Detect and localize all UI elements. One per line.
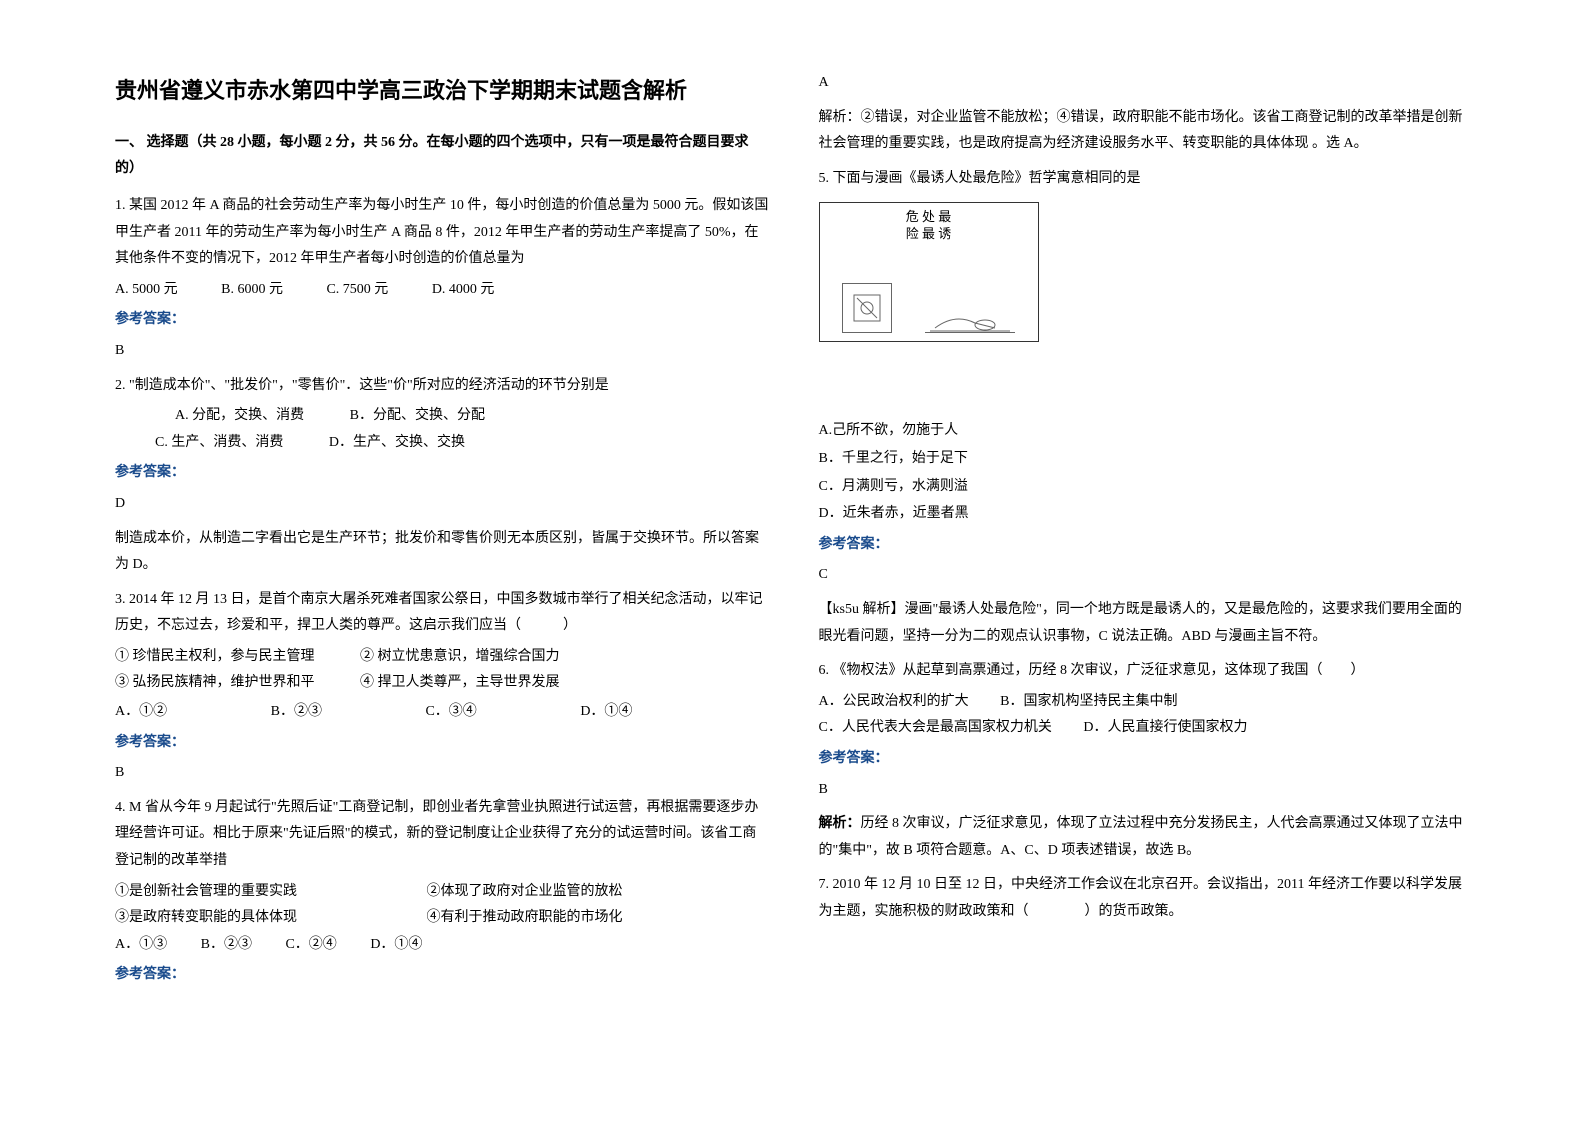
q5-answer: C xyxy=(819,562,1473,589)
q2-line1: A. 分配，交换、消费 B．分配、交换、分配 xyxy=(115,403,769,430)
question-1: 1. 某国 2012 年 A 商品的社会劳动生产率为每小时生产 10 件，每小时… xyxy=(115,193,769,273)
q6-explain-label: 解析： xyxy=(819,816,861,831)
q1-options: A. 5000 元 B. 6000 元 C. 7500 元 D. 4000 元 xyxy=(115,277,769,304)
q4-opt-c: C．②④ xyxy=(285,932,336,959)
q4-opt-a: A．①③ xyxy=(115,932,167,959)
q5-opt-d: D．近朱者赤，近墨者黑 xyxy=(819,501,1473,528)
page-title: 贵州省遵义市赤水第四中学高三政治下学期期末试题含解析 xyxy=(115,70,769,112)
q4-o4: ④有利于推动政府职能的市场化 xyxy=(427,910,623,925)
q5-opt-c: C．月满则亏，水满则溢 xyxy=(819,474,1473,501)
q1-opt-c: C. 7500 元 xyxy=(326,277,388,304)
q5-answer-label: 参考答案： xyxy=(819,532,1473,559)
q4-options: A．①③ B．②③ C．②④ D．①④ xyxy=(115,932,769,959)
q2-opt-d: D．生产、交换、交换 xyxy=(329,435,465,450)
q5-opt-a: A.己所不欲，勿施于人 xyxy=(819,418,1473,445)
question-5: 5. 下面与漫画《最诱人处最危险》哲学寓意相同的是 xyxy=(819,166,1473,193)
q6-explain: 解析：历经 8 次审议，广泛征求意见，体现了立法过程中充分发扬民主，人代会高票通… xyxy=(819,811,1473,864)
q5-opt-b: B．千里之行，始于足下 xyxy=(819,446,1473,473)
q3-o4: ④ 捍卫人类尊严，主导世界发展 xyxy=(360,675,560,690)
q4-o-line2: ③是政府转变职能的具体体现 ④有利于推动政府职能的市场化 xyxy=(115,905,769,932)
q6-answer: B xyxy=(819,777,1473,804)
q6-opt-b: B．国家机构坚持民主集中制 xyxy=(1000,694,1177,709)
q2-line2: C. 生产、消费、消费 D．生产、交换、交换 xyxy=(115,430,769,457)
q1-opt-d: D. 4000 元 xyxy=(432,277,495,304)
q2-explain: 制造成本价，从制造二字看出它是生产环节；批发价和零售价则无本质区别，皆属于交换环… xyxy=(115,526,769,579)
q3-o3: ③ 弘扬民族精神，维护世界和平 xyxy=(115,675,315,690)
q3-opt-a: A．①② xyxy=(115,699,167,726)
question-2: 2. "制造成本价"、"批发价"，"零售价"．这些"价"所对应的经济活动的环节分… xyxy=(115,373,769,400)
cartoon-title-1: 危 处 最 xyxy=(826,209,1032,226)
q4-o-line1: ①是创新社会管理的重要实践 ②体现了政府对企业监管的放松 xyxy=(115,879,769,906)
q4-o2: ②体现了政府对企业监管的放松 xyxy=(427,884,623,899)
q1-opt-b: B. 6000 元 xyxy=(221,277,283,304)
q3-answer: B xyxy=(115,760,769,787)
q3-opt-c: C．③④ xyxy=(425,699,476,726)
q2-opt-c: C. 生产、消费、消费 xyxy=(155,435,283,450)
q4-explain: 解析：②错误，对企业监管不能放松；④错误，政府职能不能市场化。该省工商登记制的改… xyxy=(819,105,1473,158)
q5-explain: 【ks5u 解析】漫画"最诱人处最危险"，同一个地方既是最诱人的，又是最危险的，… xyxy=(819,597,1473,650)
q1-answer: B xyxy=(115,338,769,365)
question-4: 4. M 省从今年 9 月起试行"先照后证"工商登记制，即创业者先拿营业执照进行… xyxy=(115,795,769,875)
q1-answer-label: 参考答案： xyxy=(115,307,769,334)
q3-o2: ② 树立忧患意识，增强综合国力 xyxy=(360,649,560,664)
q6-answer-label: 参考答案： xyxy=(819,746,1473,773)
q4-opt-d: D．①④ xyxy=(370,932,422,959)
q6-opt-d: D．人民直接行使国家权力 xyxy=(1083,720,1247,735)
q4-answer: A xyxy=(819,70,1473,97)
q6-line2: C．人民代表大会是最高国家权力机关 D．人民直接行使国家权力 xyxy=(819,715,1473,742)
cartoon-image: 危 处 最 险 最 诱 xyxy=(819,202,1039,342)
q4-answer-label: 参考答案： xyxy=(115,962,769,989)
q3-opt-b: B．②③ xyxy=(271,699,322,726)
q6-opt-c: C．人民代表大会是最高国家权力机关 xyxy=(819,720,1052,735)
q1-opt-a: A. 5000 元 xyxy=(115,277,178,304)
q4-o1: ①是创新社会管理的重要实践 xyxy=(115,884,297,899)
q6-line1: A．公民政治权利的扩大 B．国家机构坚持民主集中制 xyxy=(819,689,1473,716)
q3-o1: ① 珍惜民主权利，参与民主管理 xyxy=(115,649,315,664)
question-7: 7. 2010 年 12 月 10 日至 12 日，中央经济工作会议在北京召开。… xyxy=(819,872,1473,925)
q2-answer: D xyxy=(115,491,769,518)
mousetrap-icon xyxy=(842,283,892,333)
mouse-scene-icon xyxy=(925,283,1015,333)
q6-explain-text: 历经 8 次审议，广泛征求意见，体现了立法过程中充分发扬民主，人代会高票通过又体… xyxy=(819,816,1463,858)
q6-opt-a: A．公民政治权利的扩大 xyxy=(819,694,969,709)
section-header: 一、 选择题（共 28 小题，每小题 2 分，共 56 分。在每小题的四个选项中… xyxy=(115,130,769,183)
q2-opt-a: A. 分配，交换、消费 xyxy=(175,408,304,423)
q2-opt-b: B．分配、交换、分配 xyxy=(350,408,485,423)
q2-answer-label: 参考答案： xyxy=(115,460,769,487)
question-3: 3. 2014 年 12 月 13 日，是首个南京大屠杀死难者国家公祭日，中国多… xyxy=(115,587,769,640)
q3-opt-d: D．①④ xyxy=(580,699,632,726)
q3-o-line2: ③ 弘扬民族精神，维护世界和平 ④ 捍卫人类尊严，主导世界发展 xyxy=(115,670,769,697)
q4-o3: ③是政府转变职能的具体体现 xyxy=(115,910,297,925)
q3-o-line1: ① 珍惜民主权利，参与民主管理 ② 树立忧患意识，增强综合国力 xyxy=(115,644,769,671)
q3-options: A．①② B．②③ C．③④ D．①④ xyxy=(115,699,769,726)
cartoon-title-2: 险 最 诱 xyxy=(826,226,1032,243)
question-6: 6. 《物权法》从起草到高票通过，历经 8 次审议，广泛征求意见，这体现了我国（… xyxy=(819,658,1473,685)
q4-opt-b: B．②③ xyxy=(201,932,252,959)
q3-answer-label: 参考答案： xyxy=(115,730,769,757)
